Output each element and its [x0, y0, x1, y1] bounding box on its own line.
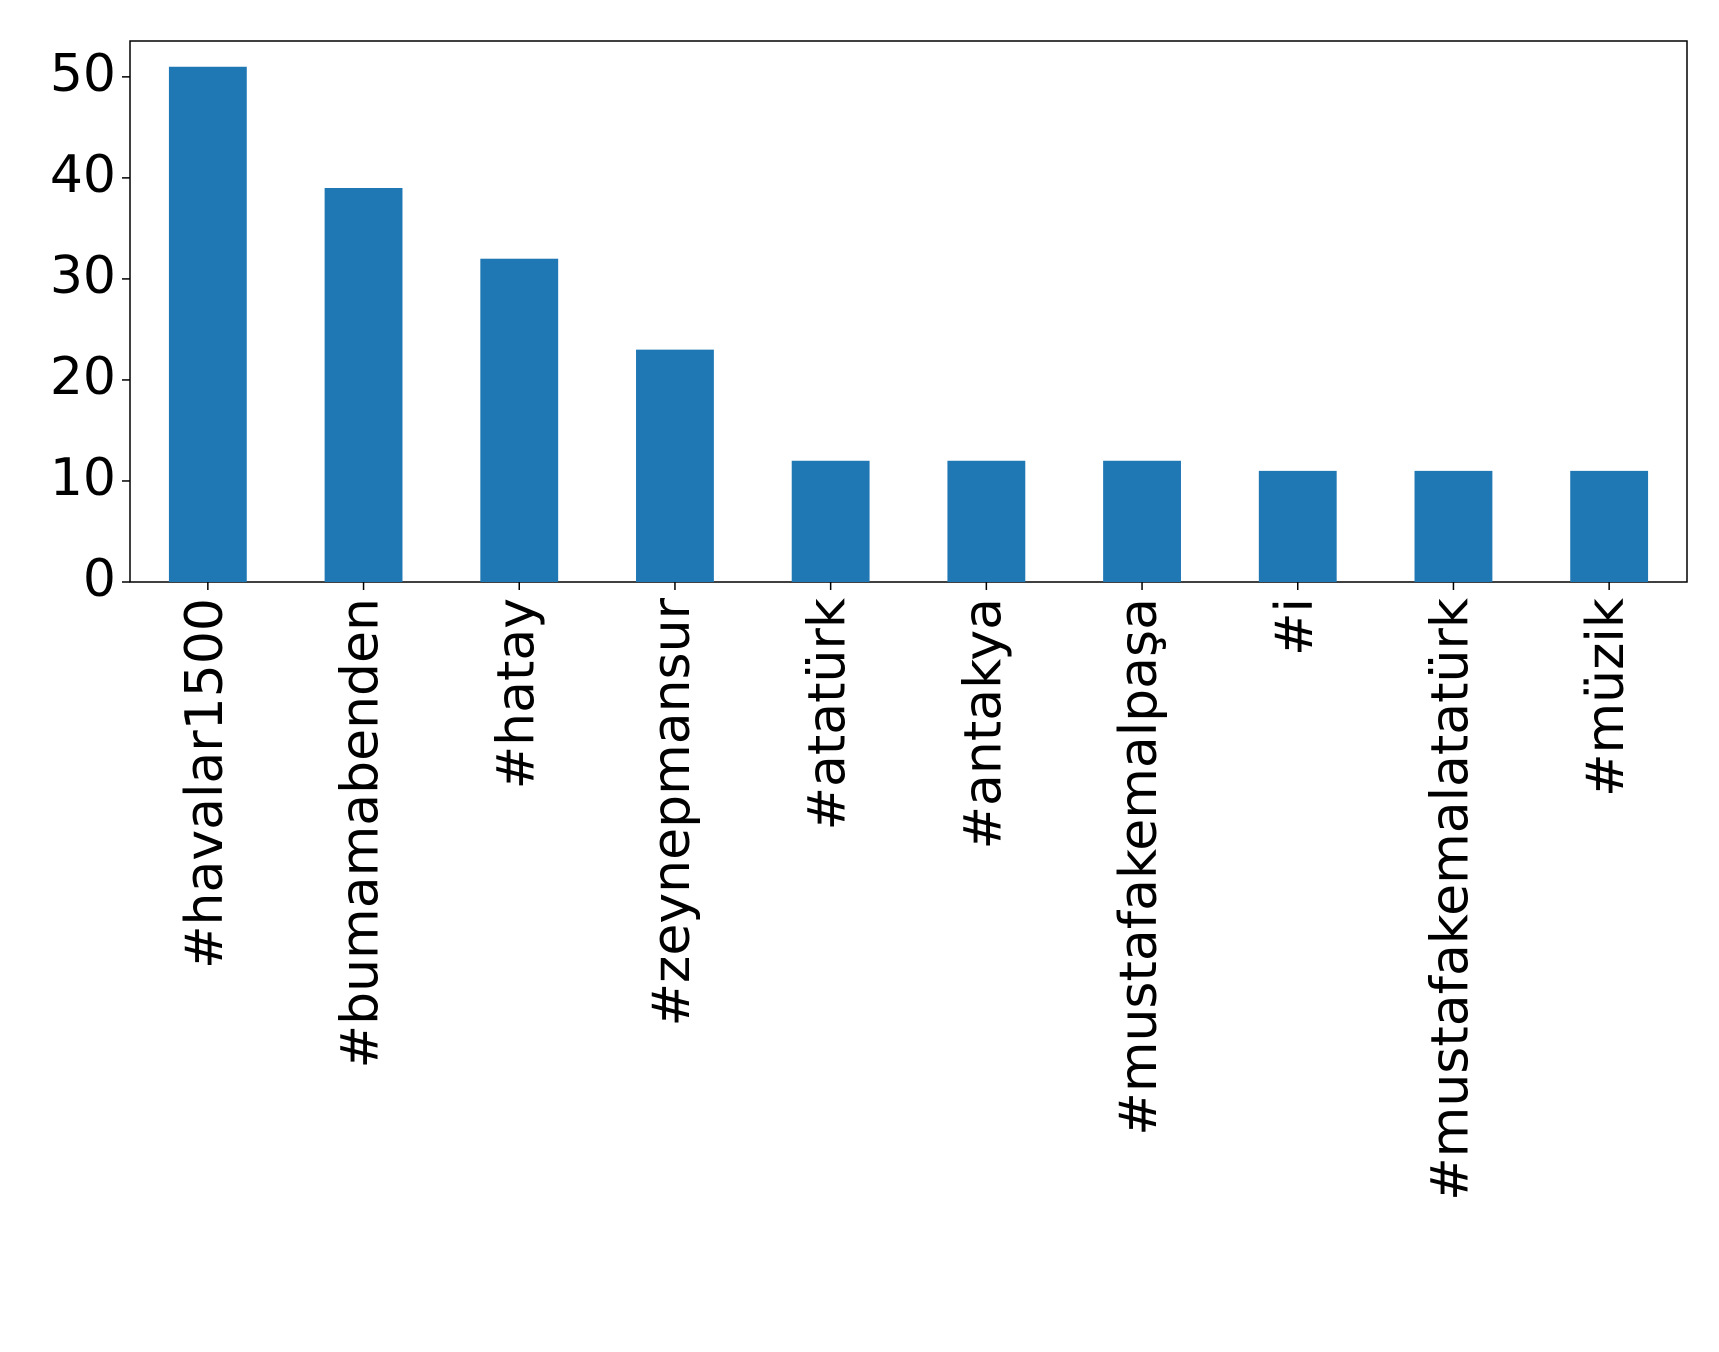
bar — [1414, 470, 1493, 582]
bar — [791, 460, 870, 582]
x-tick-label: #antakya — [953, 598, 1013, 850]
bar — [636, 349, 714, 582]
bar — [480, 258, 559, 582]
x-tick-label: #bumamabenden — [331, 598, 391, 1069]
x-tick-label: #zeynepmansur — [642, 597, 702, 1026]
bar — [1258, 470, 1337, 582]
y-tick-label: 40 — [50, 145, 116, 205]
plot-frame — [129, 40, 1688, 583]
bar — [1570, 470, 1649, 582]
x-tick-label: #i — [1265, 598, 1325, 656]
x-tick-label: #mustafakemalatatürk — [1420, 598, 1480, 1201]
bar — [947, 460, 1026, 582]
x-tick-label: #müzik — [1576, 598, 1636, 797]
x-tick-label: #mustafakemalpaşa — [1109, 598, 1169, 1136]
bar — [1103, 460, 1181, 582]
bar — [168, 66, 247, 582]
y-tick-label: 30 — [50, 246, 116, 306]
bar — [324, 187, 403, 583]
y-tick-label: 50 — [50, 44, 116, 104]
x-tick-label: #hatay — [486, 598, 546, 789]
x-tick-label: #atatürk — [798, 598, 858, 831]
y-tick-label: 20 — [50, 347, 116, 407]
x-tick-label: #havalar1500 — [175, 598, 235, 969]
y-tick-label: 10 — [50, 448, 116, 508]
y-tick-label: 0 — [83, 549, 116, 609]
